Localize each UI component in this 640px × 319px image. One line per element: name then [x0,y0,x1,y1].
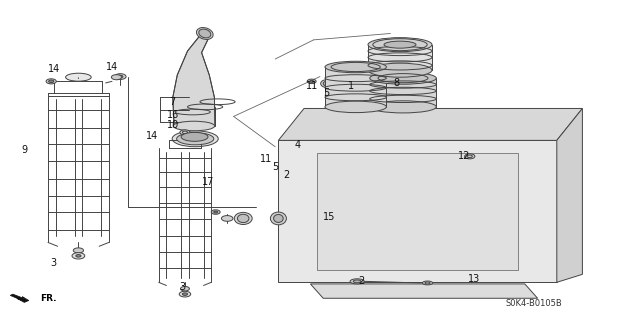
Text: 14: 14 [48,63,61,74]
Circle shape [179,291,191,297]
Ellipse shape [177,133,214,145]
Ellipse shape [422,281,433,285]
Circle shape [465,154,475,159]
Text: 4: 4 [294,140,301,150]
Text: S0K4-B0105B: S0K4-B0105B [506,299,563,308]
Ellipse shape [325,61,387,73]
Circle shape [214,211,218,213]
Ellipse shape [384,41,416,48]
Polygon shape [173,35,215,126]
Text: FR.: FR. [40,294,56,303]
Circle shape [49,80,54,83]
Ellipse shape [234,212,252,225]
Circle shape [180,286,189,291]
Ellipse shape [323,81,330,86]
Ellipse shape [370,72,436,84]
Circle shape [307,79,316,84]
Polygon shape [325,67,387,107]
Polygon shape [278,108,582,140]
Polygon shape [317,153,518,270]
Polygon shape [10,294,29,302]
Polygon shape [368,45,432,70]
Ellipse shape [370,101,436,113]
Text: 11: 11 [306,81,319,91]
Circle shape [76,255,81,257]
Polygon shape [310,284,538,298]
Text: 5: 5 [323,87,330,98]
Text: 7: 7 [170,97,176,107]
Ellipse shape [181,132,208,141]
Text: 10: 10 [166,120,179,130]
Text: 12: 12 [458,151,470,161]
Circle shape [111,75,122,80]
Ellipse shape [325,101,387,113]
Circle shape [344,106,355,111]
Text: 2: 2 [358,276,365,286]
Text: 16: 16 [166,110,179,120]
Text: 14: 14 [145,130,158,141]
Circle shape [73,248,84,253]
Text: 14: 14 [106,62,118,72]
Ellipse shape [173,121,215,131]
Text: 17: 17 [202,177,214,187]
Text: 11: 11 [259,154,272,165]
Ellipse shape [66,73,92,81]
Text: 13: 13 [467,274,480,284]
Text: 2: 2 [283,170,289,181]
Text: 5: 5 [272,162,278,173]
Text: 3: 3 [179,282,186,292]
Circle shape [46,79,56,84]
Polygon shape [278,140,557,282]
Ellipse shape [321,80,332,87]
Circle shape [211,210,220,214]
Ellipse shape [273,214,283,222]
Text: 15: 15 [323,212,336,222]
Ellipse shape [340,79,351,87]
Text: 1: 1 [348,81,354,91]
Ellipse shape [172,131,218,147]
Polygon shape [370,78,436,107]
Circle shape [72,253,85,259]
Ellipse shape [368,63,432,77]
Ellipse shape [199,29,211,38]
Circle shape [180,130,190,135]
Circle shape [115,74,126,79]
Ellipse shape [353,280,361,283]
Ellipse shape [270,212,287,225]
Circle shape [310,80,314,82]
Text: 8: 8 [394,78,400,88]
Ellipse shape [237,214,249,223]
Text: 3: 3 [50,258,56,268]
Ellipse shape [342,80,349,85]
Circle shape [221,216,233,221]
Circle shape [182,293,188,295]
Ellipse shape [196,27,213,40]
Ellipse shape [368,38,432,52]
Text: 9: 9 [21,145,28,155]
Polygon shape [557,108,582,282]
Ellipse shape [350,279,364,284]
